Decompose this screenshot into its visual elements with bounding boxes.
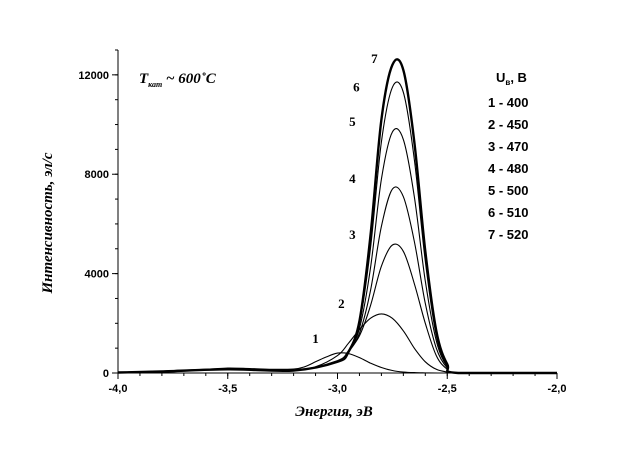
legend-entry: 6 - 510 bbox=[488, 205, 528, 220]
y-tick-label: 12000 bbox=[78, 70, 109, 82]
x-tick-label: -3,5 bbox=[218, 383, 237, 395]
curve-label-4: 4 bbox=[349, 171, 356, 186]
y-tick-label: 0 bbox=[103, 368, 109, 380]
curve-labels: 1 2 3 4 5 67 bbox=[312, 51, 378, 346]
curve-2 bbox=[117, 313, 557, 374]
x-tick-label: -3,0 bbox=[328, 383, 347, 395]
legend-entry: 4 - 480 bbox=[488, 161, 528, 176]
curve-label-5: 5 bbox=[349, 114, 356, 129]
curve-label-1: 1 bbox=[312, 331, 319, 346]
legend-entry: 1 - 400 bbox=[488, 95, 528, 110]
y-axis: 0 4000 8000 12000 bbox=[78, 49, 118, 380]
curves bbox=[117, 58, 557, 375]
curve-1 bbox=[117, 352, 557, 374]
legend-title-main: U bbox=[496, 70, 505, 85]
legend-entry: 7 - 520 bbox=[488, 227, 528, 242]
legend-title-rest: , В bbox=[510, 70, 527, 85]
temperature-annotation: Tкат ~ 600˚С bbox=[139, 71, 217, 89]
curve-label-3: 3 bbox=[349, 227, 356, 242]
legend-title: Uв, В bbox=[496, 70, 527, 87]
y-tick-label: 4000 bbox=[85, 269, 109, 281]
legend-entry: 5 - 500 bbox=[488, 183, 528, 198]
x-tick-label: -4,0 bbox=[109, 383, 128, 395]
x-axis: -4,0 -3,5 -3,0 -2,5 -2,0 bbox=[109, 373, 567, 395]
x-tick-label: -2,0 bbox=[548, 383, 567, 395]
x-tick-label: -2,5 bbox=[438, 383, 457, 395]
y-axis-title: Интенсивность, эл/с bbox=[40, 152, 56, 294]
x-axis-title: Энергия, эВ bbox=[295, 404, 373, 420]
annotation-symbol: T bbox=[139, 71, 149, 87]
curve-label-6: 6 bbox=[353, 79, 360, 94]
legend: Uв, В 1 - 400 2 - 450 3 - 470 4 - 480 5 - 50… bbox=[488, 70, 528, 242]
legend-entry: 2 - 450 bbox=[488, 117, 528, 132]
y-tick-label: 8000 bbox=[85, 169, 109, 181]
annotation-text: ~ 600˚С bbox=[162, 71, 217, 87]
curve-7 bbox=[117, 58, 557, 375]
curve-label-7: 7 bbox=[371, 51, 378, 66]
annotation-subscript: кат bbox=[148, 80, 162, 89]
legend-title-sub: в bbox=[505, 78, 510, 87]
curve-label-2: 2 bbox=[338, 296, 345, 311]
legend-entry: 3 - 470 bbox=[488, 139, 528, 154]
